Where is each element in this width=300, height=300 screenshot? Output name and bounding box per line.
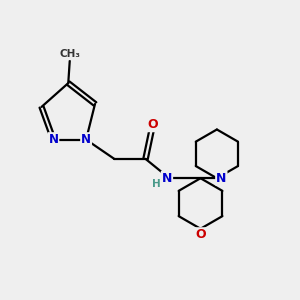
Text: N: N	[81, 133, 91, 146]
Text: N: N	[162, 172, 172, 185]
Text: O: O	[195, 228, 206, 241]
Text: O: O	[148, 118, 158, 131]
Text: CH₃: CH₃	[59, 49, 80, 59]
Text: N: N	[216, 172, 226, 185]
Text: N: N	[48, 133, 59, 146]
Text: H: H	[152, 179, 161, 189]
